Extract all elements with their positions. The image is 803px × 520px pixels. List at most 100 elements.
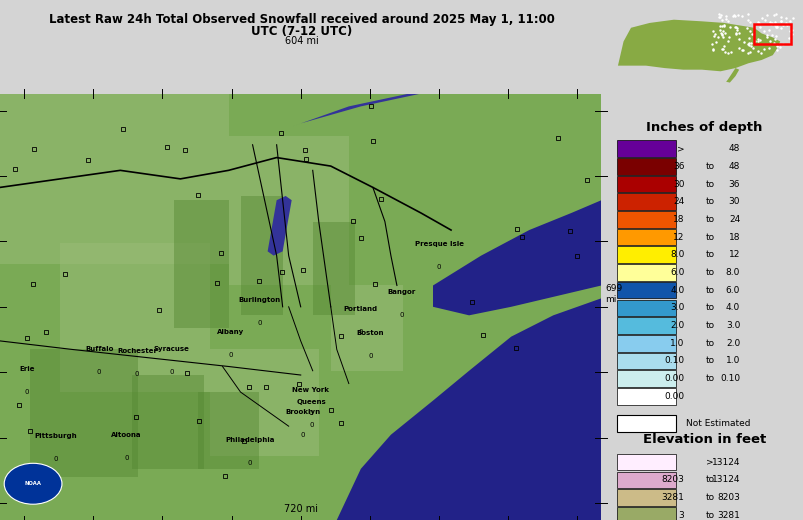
Text: 0: 0 — [25, 388, 29, 395]
Bar — [174, 200, 228, 328]
Bar — [616, 415, 675, 432]
Text: 0: 0 — [124, 455, 128, 461]
Text: 30: 30 — [672, 179, 683, 189]
Text: 36: 36 — [672, 162, 683, 171]
Bar — [616, 176, 675, 192]
Text: 0: 0 — [368, 353, 373, 359]
Text: 48: 48 — [728, 144, 740, 153]
Text: 4.0: 4.0 — [669, 285, 683, 295]
Bar — [616, 353, 675, 369]
Polygon shape — [267, 196, 291, 256]
Bar — [228, 136, 349, 285]
Bar — [616, 454, 675, 471]
Polygon shape — [288, 94, 421, 128]
Text: 604 mi: 604 mi — [284, 36, 318, 46]
Text: 8.0: 8.0 — [669, 250, 683, 259]
Text: 13124: 13124 — [711, 475, 740, 484]
Text: to: to — [705, 215, 714, 224]
Text: to: to — [705, 179, 714, 189]
Text: 720 mi: 720 mi — [284, 504, 318, 514]
Text: 0: 0 — [309, 422, 313, 428]
Text: 0.00: 0.00 — [663, 374, 683, 383]
Text: Syracuse: Syracuse — [153, 346, 189, 353]
Text: 12: 12 — [672, 232, 683, 242]
Text: to: to — [705, 268, 714, 277]
Text: to: to — [705, 493, 714, 502]
Text: 2.0: 2.0 — [725, 339, 740, 348]
Text: to: to — [705, 162, 714, 171]
Bar — [616, 193, 675, 210]
Text: 0: 0 — [169, 370, 173, 375]
Text: 8203: 8203 — [661, 475, 683, 484]
Text: 3: 3 — [678, 511, 683, 519]
Text: 12: 12 — [728, 250, 740, 259]
Text: 0: 0 — [97, 369, 101, 374]
Bar — [616, 335, 675, 352]
Text: Elevation in feet: Elevation in feet — [642, 433, 765, 446]
Bar — [616, 229, 675, 245]
Polygon shape — [725, 68, 738, 83]
Text: to: to — [705, 356, 714, 366]
Text: to: to — [705, 250, 714, 259]
Text: Brooklyn: Brooklyn — [284, 409, 320, 415]
Text: Philadelphia: Philadelphia — [225, 437, 274, 443]
Text: 0: 0 — [135, 371, 139, 377]
Text: Pittsburgh: Pittsburgh — [34, 433, 76, 439]
Bar — [330, 285, 402, 371]
Text: 0.10: 0.10 — [663, 356, 683, 366]
Bar — [210, 349, 318, 456]
Text: to: to — [705, 374, 714, 383]
Text: 24: 24 — [672, 197, 683, 206]
Text: Latest Raw 24h Total Observed Snowfall received around 2025 May 1, 11:00: Latest Raw 24h Total Observed Snowfall r… — [48, 13, 554, 26]
Text: 3.0: 3.0 — [725, 321, 740, 330]
Text: New York: New York — [291, 387, 328, 393]
Text: NOAA: NOAA — [25, 481, 42, 486]
Text: to: to — [705, 197, 714, 206]
Text: 0: 0 — [300, 432, 304, 438]
Text: 699
mi: 699 mi — [605, 284, 622, 304]
Text: >: > — [676, 144, 683, 153]
Text: 0.10: 0.10 — [719, 374, 740, 383]
Text: 6.0: 6.0 — [669, 268, 683, 277]
Bar — [616, 264, 675, 281]
Polygon shape — [618, 20, 779, 71]
Text: to: to — [705, 475, 714, 484]
Text: 4.0: 4.0 — [725, 303, 740, 313]
Text: 1.0: 1.0 — [725, 356, 740, 366]
Text: Not Estimated: Not Estimated — [686, 419, 750, 428]
Text: 6.0: 6.0 — [725, 285, 740, 295]
Bar — [616, 489, 675, 506]
Text: 18: 18 — [672, 215, 683, 224]
Bar — [198, 392, 259, 469]
Text: Inches of depth: Inches of depth — [646, 121, 761, 134]
Text: 30: 30 — [728, 197, 740, 206]
Bar — [616, 388, 675, 405]
Text: to: to — [705, 303, 714, 313]
Polygon shape — [433, 200, 601, 315]
Text: Presque Isle: Presque Isle — [414, 241, 463, 247]
Polygon shape — [336, 298, 601, 520]
Text: Erie: Erie — [19, 366, 35, 372]
Bar — [616, 158, 675, 175]
Text: 0: 0 — [358, 329, 363, 335]
Text: 0: 0 — [257, 320, 262, 326]
Text: to: to — [705, 511, 714, 519]
Bar — [60, 243, 210, 392]
Text: Buffalo: Buffalo — [85, 346, 113, 352]
Text: 1.0: 1.0 — [669, 339, 683, 348]
Text: 24: 24 — [728, 215, 740, 224]
Text: 0: 0 — [308, 410, 312, 416]
Bar — [616, 300, 675, 316]
Text: 13124: 13124 — [711, 458, 740, 466]
Text: Albany: Albany — [217, 329, 243, 334]
Text: 3.0: 3.0 — [669, 303, 683, 313]
Text: 8.0: 8.0 — [725, 268, 740, 277]
Text: 2.0: 2.0 — [669, 321, 683, 330]
Text: to: to — [705, 232, 714, 242]
Text: Bangor: Bangor — [387, 289, 415, 295]
Bar — [616, 317, 675, 334]
Text: >: > — [706, 458, 713, 466]
Text: 48: 48 — [728, 162, 740, 171]
Text: 0.00: 0.00 — [663, 392, 683, 401]
Text: UTC (7-12 UTC): UTC (7-12 UTC) — [251, 25, 352, 38]
